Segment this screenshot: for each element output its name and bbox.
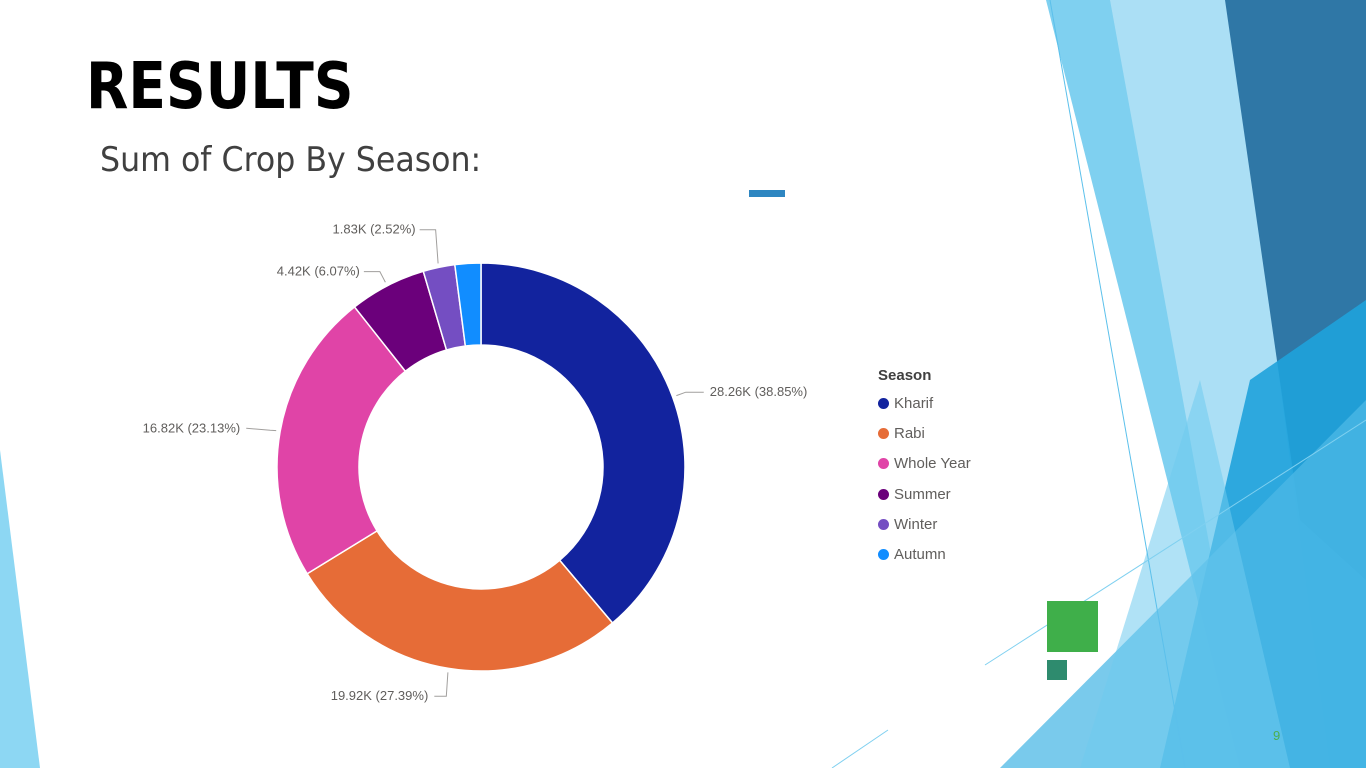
leader-line-rabi [434, 672, 449, 697]
legend-label: Summer [894, 485, 951, 503]
data-label-whole-year: 16.82K (23.13%) [143, 420, 241, 435]
leader-line-whole-year [246, 427, 277, 432]
legend-item-kharif[interactable]: Kharif [878, 388, 971, 418]
deco-teal-square [1047, 660, 1067, 680]
legend-label: Winter [894, 515, 938, 533]
deco-shape-left [0, 450, 40, 768]
legend-dot-icon [878, 518, 889, 530]
donut-slice-rabi[interactable] [306, 529, 614, 672]
deco-line-3 [831, 729, 889, 768]
legend-item-autumn[interactable]: Autumn [878, 539, 971, 569]
donut-slice-kharif[interactable] [480, 262, 686, 625]
legend-label: Whole Year [894, 455, 971, 473]
data-label-rabi: 19.92K (27.39%) [331, 688, 429, 703]
leader-line-winter [419, 229, 439, 264]
legend-dot-icon [878, 458, 889, 470]
accent-dash [749, 190, 785, 197]
legend-item-rabi[interactable]: Rabi [878, 418, 971, 448]
legend-dot-icon [878, 488, 889, 500]
deco-green-square [1047, 601, 1098, 652]
page-number: 9 [1273, 728, 1281, 743]
deco-line-1 [1049, 0, 1186, 768]
legend-dot-icon [878, 549, 889, 561]
legend-dot-icon [878, 427, 889, 439]
legend-title: Season [878, 367, 932, 384]
data-label-kharif: 28.26K (38.85%) [710, 384, 808, 399]
legend-label: Autumn [894, 546, 946, 564]
legend-item-summer[interactable]: Summer [878, 479, 971, 509]
chart-subtitle: Sum of Crop By Season: [100, 140, 482, 180]
leader-line-summer [363, 271, 386, 283]
donut-slice-whole-year[interactable] [276, 305, 407, 575]
legend-item-whole-year[interactable]: Whole Year [878, 449, 971, 479]
deco-shape-triangle [1080, 380, 1290, 768]
donut-slice-autumn[interactable] [453, 262, 482, 347]
legend-dot-icon [878, 397, 889, 409]
data-label-winter: 1.83K (2.52%) [333, 222, 416, 237]
legend-label: Rabi [894, 424, 925, 442]
slide-title: RESULTS [86, 50, 354, 124]
chart-legend: Season Kharif Rabi Whole Year Summer Winter A… [878, 367, 971, 570]
legend-item-winter[interactable]: Winter [878, 509, 971, 539]
leader-line-kharif [676, 391, 704, 397]
legend-label: Kharif [894, 394, 934, 412]
data-label-summer: 4.42K (6.07%) [277, 264, 360, 279]
